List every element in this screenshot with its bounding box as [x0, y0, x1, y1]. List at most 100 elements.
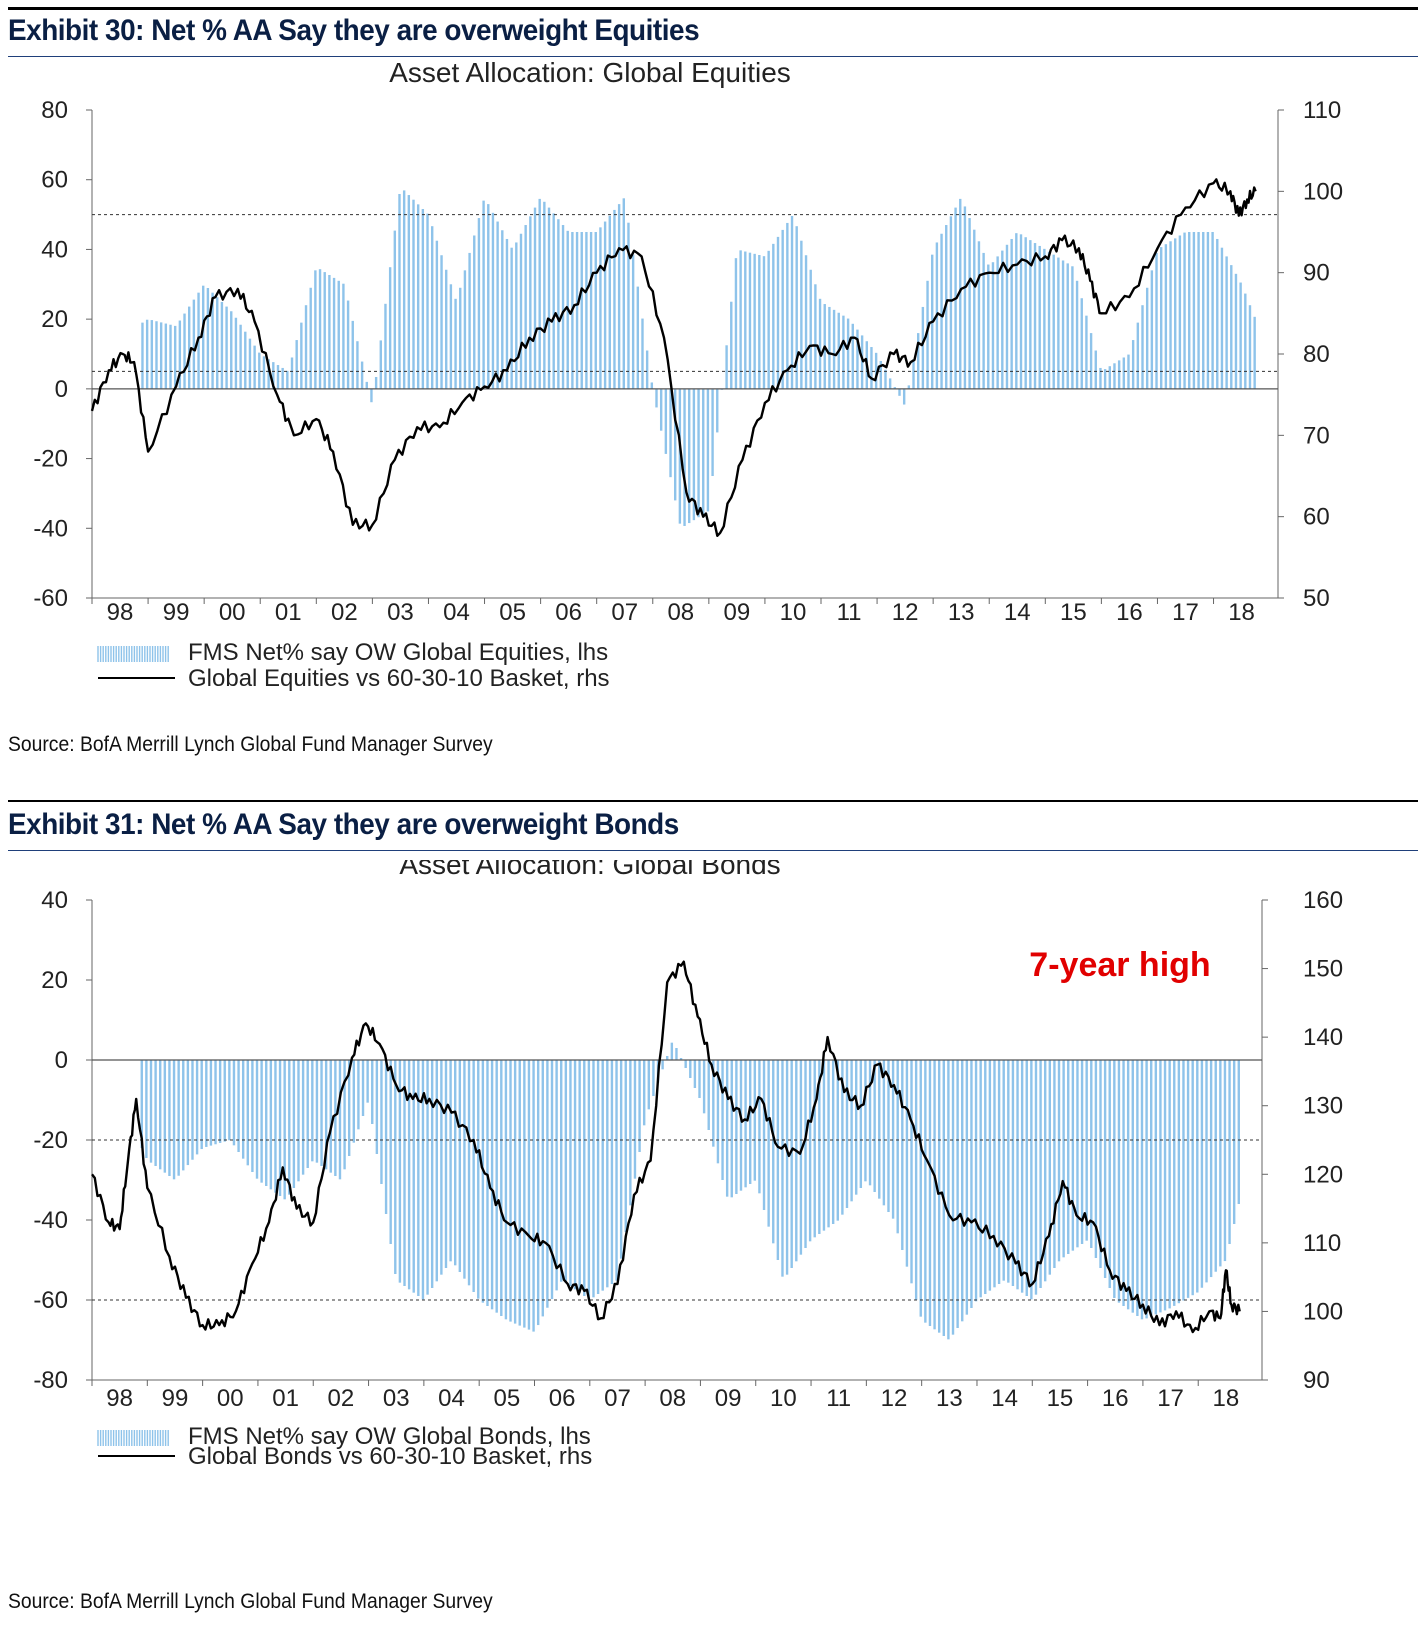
fms-bar: [641, 318, 644, 389]
fms-bar: [583, 1060, 586, 1296]
fms-bar: [594, 232, 597, 389]
fms-bar: [407, 1060, 411, 1290]
left-tick-label: 40: [41, 887, 68, 914]
fms-bar: [352, 1060, 356, 1143]
fms-bar: [218, 1060, 222, 1143]
fms-bar: [619, 1060, 623, 1259]
fms-bar: [1197, 232, 1200, 389]
chart-title: Asset Allocation: Global Equities: [389, 57, 791, 88]
fms-bar: [1071, 266, 1074, 389]
left-tick-label: -20: [33, 1127, 68, 1154]
fms-bar: [1183, 232, 1186, 389]
fms-bar: [1131, 340, 1135, 389]
fms-bar: [879, 360, 883, 389]
fms-bar: [1206, 232, 1210, 389]
fms-bar: [642, 1060, 646, 1126]
fms-bar: [314, 270, 317, 389]
fms-bar: [1076, 1060, 1079, 1248]
fms-bar: [1005, 244, 1009, 389]
fms-bar: [749, 1060, 752, 1184]
fms-bar: [159, 322, 163, 389]
fms-bar: [650, 382, 654, 389]
fms-bar: [164, 323, 168, 389]
fms-bar: [1220, 247, 1224, 389]
fms-bar: [1052, 254, 1055, 389]
right-tick-label: 90: [1303, 260, 1330, 287]
fms-bar: [323, 272, 326, 389]
fms-bar: [260, 1060, 263, 1183]
fms-bar: [633, 1060, 637, 1179]
fms-bar: [902, 388, 906, 405]
fms-bar: [831, 1060, 835, 1224]
fms-bar: [1122, 357, 1126, 389]
fms-bar: [928, 1060, 932, 1326]
fms-bar: [320, 1060, 323, 1166]
fms-bar: [1029, 240, 1032, 389]
fms-bar: [155, 321, 158, 389]
fms-bar: [342, 283, 345, 389]
fms-bar: [924, 1060, 927, 1323]
fms-bar: [781, 1060, 784, 1277]
fms-bar: [505, 238, 509, 389]
x-tick-label: 14: [991, 1385, 1018, 1412]
chart-title: Asset Allocation: Global Bonds: [399, 860, 780, 880]
fms-bar: [343, 1060, 346, 1170]
fms-bar: [1163, 1060, 1167, 1311]
fms-bar: [678, 388, 682, 524]
exhibit-31-top-rule: [8, 800, 1418, 802]
fms-bar: [963, 206, 967, 389]
fms-bar: [1024, 237, 1027, 389]
fms-bar: [459, 287, 462, 389]
fms-bar: [610, 1060, 614, 1284]
fms-bar: [1016, 1060, 1019, 1290]
fms-bar: [560, 1060, 563, 1282]
fms-bar: [518, 1060, 521, 1326]
x-tick-label: 12: [892, 599, 919, 626]
fms-bar: [346, 300, 350, 389]
x-tick-label: 07: [611, 599, 638, 626]
exhibit-31-title: Exhibit 31: Net % AA Say they are overwe…: [8, 808, 679, 841]
exhibit-30-top-rule: [8, 7, 1418, 10]
fms-bar: [477, 218, 481, 389]
fms-bar: [356, 341, 359, 389]
fms-bar: [347, 1060, 351, 1156]
fms-bar: [1113, 363, 1116, 389]
fms-bar: [627, 222, 630, 389]
fms-bar: [241, 1060, 245, 1159]
fms-bar: [631, 254, 635, 389]
fms-bar: [351, 320, 354, 389]
x-tick-label: 99: [163, 599, 190, 626]
x-tick-label: 10: [770, 1385, 797, 1412]
legend-line-label: Global Equities vs 60-30-10 Basket, rhs: [188, 665, 610, 692]
fms-bar: [444, 1060, 448, 1268]
x-tick-label: 00: [219, 599, 246, 626]
fms-bar: [550, 1060, 554, 1300]
fms-bar: [412, 199, 415, 389]
fms-bar: [510, 247, 513, 389]
x-tick-label: 03: [387, 599, 414, 626]
fms-bar: [1164, 244, 1168, 389]
fms-bar: [940, 233, 943, 389]
left-tick-label: 20: [41, 967, 68, 994]
fms-bar: [1043, 248, 1046, 389]
x-tick-label: 00: [217, 1385, 244, 1412]
fms-bar: [519, 233, 523, 389]
fms-bar: [267, 359, 270, 389]
fms-bar: [1214, 1060, 1217, 1272]
fms-bar: [996, 256, 999, 389]
fms-bar: [799, 1060, 803, 1255]
left-tick-label: -20: [33, 446, 68, 473]
fms-bar: [1173, 1060, 1176, 1306]
fms-bar: [800, 240, 803, 389]
fms-bar: [702, 1060, 706, 1114]
fms-bar: [613, 209, 616, 389]
right-tick-label: 140: [1303, 1024, 1343, 1051]
fms-bar: [463, 1060, 466, 1279]
fms-bar: [606, 1060, 609, 1288]
fms-bar: [1145, 1060, 1148, 1319]
fms-bar: [529, 216, 532, 389]
fms-bar: [421, 1060, 425, 1300]
fms-bar: [716, 388, 719, 433]
fms-bar: [1001, 250, 1004, 389]
fms-bar: [776, 1060, 780, 1260]
